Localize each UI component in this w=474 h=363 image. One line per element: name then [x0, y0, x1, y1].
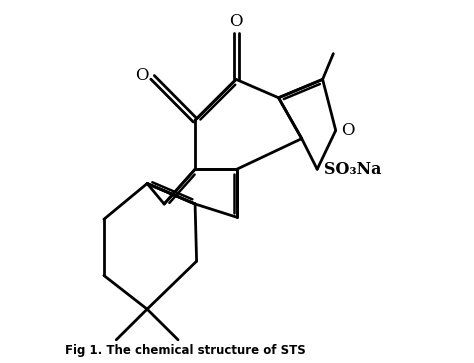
Text: SO₃Na: SO₃Na — [324, 161, 381, 178]
Text: Fig 1. The chemical structure of STS: Fig 1. The chemical structure of STS — [65, 344, 306, 357]
Text: O: O — [229, 13, 243, 30]
Text: O: O — [341, 122, 355, 139]
Text: O: O — [135, 67, 148, 84]
